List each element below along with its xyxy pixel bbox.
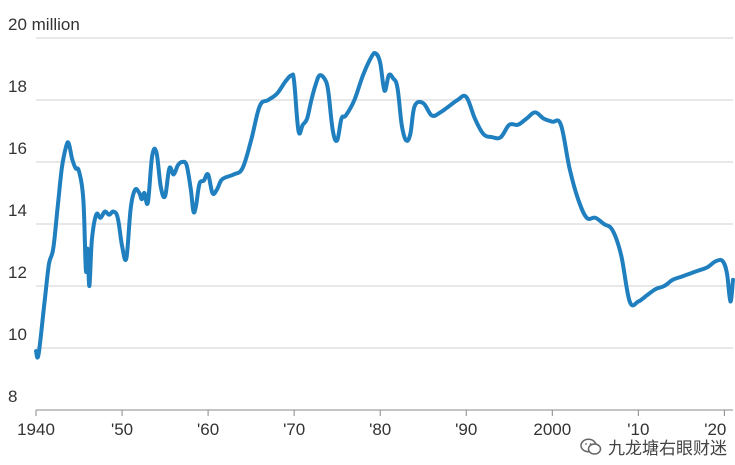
x-tick-label: 1940 [17,420,55,439]
x-axis-ticks: 1940 '50 '60 '70 '80 '90 2000 '10 '20 [17,410,726,439]
y-tick-label: 18 [8,77,27,96]
y-tick-label: 8 [8,387,17,406]
x-tick-label: '90 [455,420,477,439]
y-tick-label: 14 [8,201,27,220]
watermark-text: 九龙塘右眼财迷 [608,439,727,459]
wechat-icon [580,438,602,455]
x-tick-label: '70 [283,420,305,439]
series-line [34,50,735,360]
x-tick-label: '80 [369,420,391,439]
y-axis-ticks: 20 million 18 16 14 12 10 8 [8,15,80,406]
y-tick-label: 10 [8,325,27,344]
y-tick-label: 16 [8,139,27,158]
x-tick-label: 2000 [533,420,571,439]
chart-series [34,50,735,360]
x-tick-label: '50 [111,420,133,439]
x-tick-label: '60 [197,420,219,439]
x-tick-label: '20 [704,420,726,439]
watermark: 九龙塘右眼财迷 [580,434,727,459]
y-tick-label: 20 million [8,15,80,34]
x-tick-label: '10 [627,420,649,439]
y-tick-label: 12 [8,263,27,282]
